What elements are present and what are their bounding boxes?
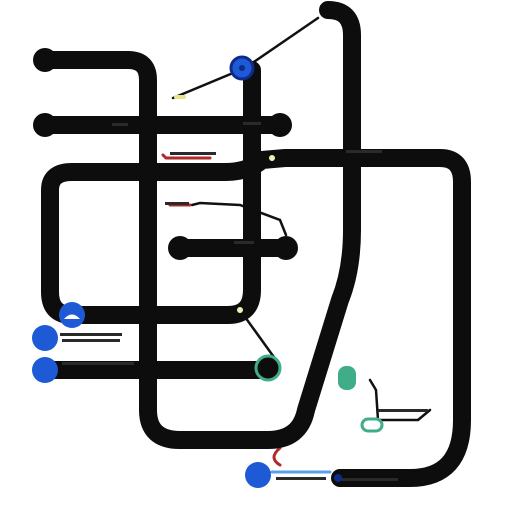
label-stub-5 <box>234 241 254 244</box>
label-stub-10 <box>378 409 428 412</box>
label-stub-6 <box>60 333 122 336</box>
station-green-bottom[interactable] <box>254 354 282 382</box>
station-blue-top-center <box>239 65 245 71</box>
station-small-yellow[interactable] <box>269 155 275 161</box>
label-stub-2 <box>243 122 261 125</box>
station-blue-left-1-mark <box>64 314 80 319</box>
station-mid-left[interactable] <box>168 236 192 260</box>
connector-mid <box>190 201 288 237</box>
station-blue-left-3[interactable] <box>32 357 58 383</box>
station-top-left[interactable] <box>33 48 57 72</box>
accent-red-4 <box>272 446 282 467</box>
stations <box>32 48 384 488</box>
routes <box>36 1 471 487</box>
station-small-yellow-2[interactable] <box>237 307 243 313</box>
station-mid-right[interactable] <box>274 236 298 260</box>
label-stub-9 <box>346 150 382 153</box>
station-dark-blue-bottom[interactable] <box>334 474 342 482</box>
label-stubs <box>60 122 428 481</box>
label-stub-3 <box>170 152 216 155</box>
label-stub-1 <box>112 123 128 126</box>
label-stub-8 <box>62 362 134 365</box>
route-a <box>36 1 361 449</box>
station-green-small[interactable] <box>360 417 384 433</box>
label-stub-12 <box>340 478 398 481</box>
station-right-1[interactable] <box>268 113 292 137</box>
label-stub-4 <box>165 202 189 205</box>
station-green-right[interactable] <box>338 366 356 390</box>
label-stub-11 <box>276 477 326 480</box>
accent-red-1 <box>161 153 212 160</box>
station-blue-left-2[interactable] <box>32 325 58 351</box>
label-stub-7 <box>62 339 120 342</box>
station-left-2[interactable] <box>33 113 57 137</box>
station-small-white[interactable] <box>67 182 73 188</box>
route-c <box>41 61 471 487</box>
station-blue-bottom[interactable] <box>245 462 271 488</box>
